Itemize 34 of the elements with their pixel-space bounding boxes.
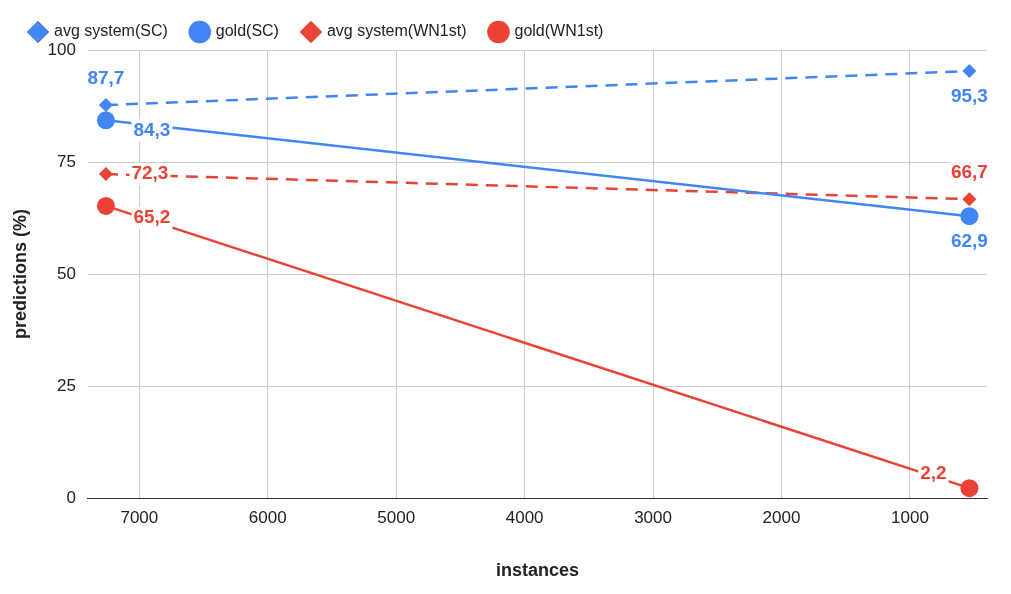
x-tick-label: 2000 xyxy=(762,507,801,527)
point xyxy=(96,196,115,215)
x-tick-label: 3000 xyxy=(634,507,672,527)
point xyxy=(962,64,977,79)
x-tick-label: 1000 xyxy=(891,507,929,527)
x-tick-label: 7000 xyxy=(120,507,159,527)
x-tick-label: 4000 xyxy=(505,507,544,527)
point xyxy=(96,111,115,130)
data-label: 72,3 xyxy=(131,162,169,184)
data-label: 87,7 xyxy=(87,67,125,89)
data-label: 2,2 xyxy=(920,462,947,484)
point xyxy=(960,479,979,498)
legend-label: gold(WN1st) xyxy=(514,22,604,40)
y-tick-label: 25 xyxy=(57,375,76,395)
point xyxy=(962,192,977,207)
legend-label: avg system(SC) xyxy=(54,22,168,40)
x-tick-label: 5000 xyxy=(377,507,416,527)
x-tick-label: 6000 xyxy=(248,507,287,527)
data-label: 66,7 xyxy=(950,161,988,183)
y-axis-title: predictions (%) xyxy=(9,208,30,340)
data-label: 65,2 xyxy=(133,206,171,228)
legend-label: avg system(WN1st) xyxy=(326,22,467,40)
data-label: 84,3 xyxy=(133,118,171,140)
x-axis-title: instances xyxy=(495,560,580,581)
point xyxy=(98,167,113,182)
data-label: 62,9 xyxy=(950,230,988,252)
point xyxy=(98,98,113,113)
y-tick-label: 100 xyxy=(47,39,76,59)
y-tick-label: 75 xyxy=(57,151,76,171)
y-tick-label: 50 xyxy=(57,263,76,283)
legend-label: gold(SC) xyxy=(215,22,279,40)
y-tick-label: 0 xyxy=(66,487,76,507)
data-label: 95,3 xyxy=(950,85,988,107)
point xyxy=(960,207,979,226)
